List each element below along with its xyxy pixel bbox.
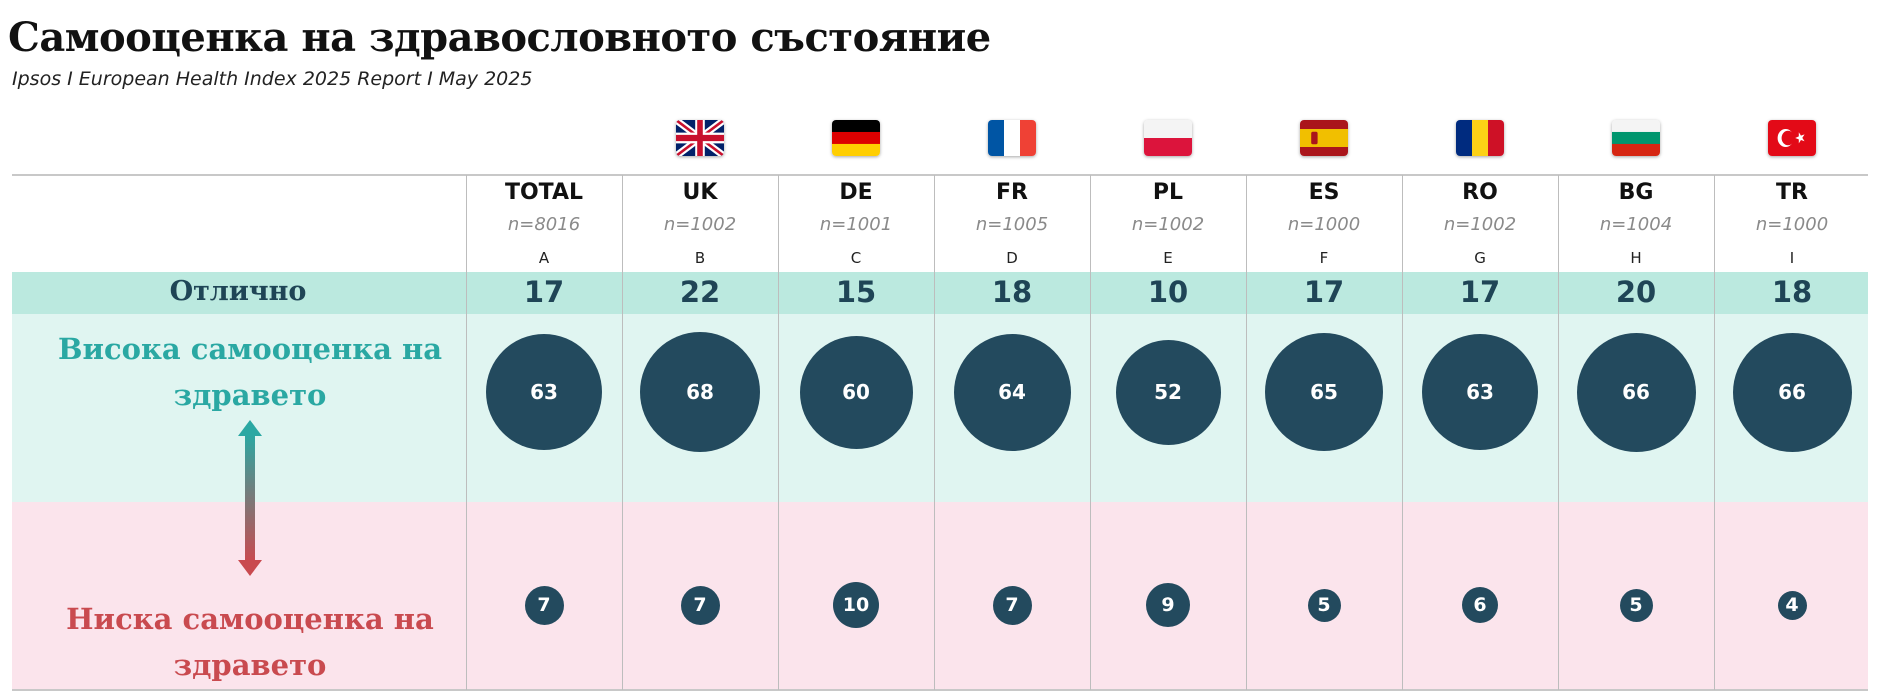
column-divider [1558,175,1559,690]
high-health-label: Висока самооценка на здравето [57,332,443,412]
column-header-es: ES [1308,180,1340,205]
header-top-divider [12,174,1868,176]
high-health-bubble: 68 [640,332,760,452]
column-letter: E [1163,249,1173,267]
high-health-bubble: 60 [799,335,913,449]
excellent-row-label: Отлично [169,276,307,307]
column-header-tr: TR [1776,180,1808,205]
sample-size-label: n=1000 [1287,214,1361,235]
column-divider [778,175,779,690]
excellent-value: 20 [1615,275,1657,309]
column-divider [1402,175,1403,690]
table-bottom-divider [12,689,1868,691]
low-health-bubble: 5 [1619,588,1653,622]
column-divider [622,175,623,690]
page-title: Самооценка на здравословното състояние [8,14,991,61]
tr-flag-icon [1768,120,1816,156]
page-subtitle: Ipsos I European Health Index 2025 Repor… [12,68,533,90]
column-letter: F [1319,249,1329,267]
excellent-value: 18 [991,275,1033,309]
high-health-bubble: 64 [953,333,1071,451]
double-arrow-icon [232,420,268,576]
uk-flag-icon [676,120,724,156]
excellent-value: 22 [679,275,721,309]
sample-size-label: n=1002 [1131,214,1205,235]
high-health-bubble: 65 [1265,333,1383,451]
column-letter: G [1474,249,1486,267]
excellent-value: 15 [835,275,877,309]
column-header-fr: FR [996,180,1028,205]
es-flag-icon [1300,120,1348,156]
excellent-value: 10 [1147,275,1189,309]
column-header-uk: UK [682,180,718,205]
sample-size-label: n=1004 [1599,214,1673,235]
column-header-pl: PL [1152,180,1184,205]
sample-size-label: n=1002 [1443,214,1517,235]
low-health-bubble: 9 [1146,583,1190,627]
column-divider [466,175,467,690]
column-letter: H [1630,249,1642,267]
high-health-bubble: 66 [1576,332,1696,452]
column-divider [934,175,935,690]
low-health-bubble: 7 [992,585,1032,625]
column-header-total: TOTAL [504,180,584,205]
excellent-value: 17 [523,275,565,309]
sample-size-label: n=1001 [819,214,893,235]
fr-flag-icon [988,120,1036,156]
column-divider [1714,175,1715,690]
high-health-bubble: 66 [1732,332,1852,452]
ro-flag-icon [1456,120,1504,156]
low-health-bubble: 7 [680,585,720,625]
excellent-value: 18 [1771,275,1813,309]
column-header-ro: RO [1462,180,1498,205]
column-letter: B [694,249,706,267]
low-health-bubble: 10 [833,582,879,628]
bg-flag-icon [1612,120,1660,156]
low-health-bubble: 5 [1307,588,1341,622]
low-health-label: Ниска самооценка на здравето [66,602,434,682]
low-health-bubble: 7 [524,585,564,625]
low-health-bubble: 4 [1777,590,1807,620]
excellent-value: 17 [1303,275,1345,309]
sample-size-label: n=1000 [1755,214,1829,235]
pl-flag-icon [1144,120,1192,156]
sample-size-label: n=8016 [507,214,581,235]
column-divider [1090,175,1091,690]
de-flag-icon [832,120,880,156]
column-header-de: DE [839,180,873,205]
sample-size-label: n=1005 [975,214,1049,235]
high-health-bubble: 52 [1115,339,1221,445]
column-letter: I [1789,249,1795,267]
excellent-value: 17 [1459,275,1501,309]
column-divider [1246,175,1247,690]
column-header-bg: BG [1618,180,1654,205]
high-health-bubble: 63 [1422,334,1538,450]
column-letter: D [1006,249,1018,267]
column-letter: A [538,249,550,267]
high-health-bubble: 63 [486,334,602,450]
low-health-bubble: 6 [1462,587,1498,623]
sample-size-label: n=1002 [663,214,737,235]
column-letter: C [850,249,862,267]
